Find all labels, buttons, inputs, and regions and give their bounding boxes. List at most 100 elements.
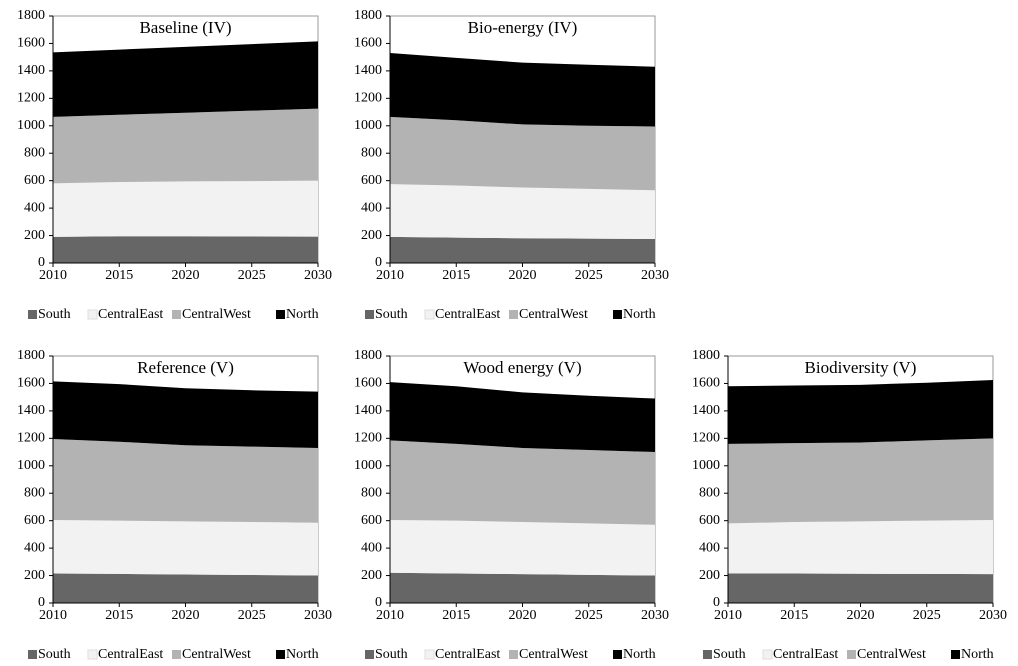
legend-label: North	[286, 647, 319, 662]
legend-swatch	[847, 650, 856, 659]
title-box	[462, 357, 583, 381]
legend-label: North	[623, 647, 656, 662]
y-tick-label: 200	[24, 228, 45, 243]
legend-swatch	[28, 650, 37, 659]
x-tick-label: 2020	[509, 268, 537, 283]
legend-label: CentralWest	[182, 647, 251, 662]
area-north	[390, 382, 655, 453]
y-tick-label: 600	[361, 173, 382, 188]
y-tick-label: 1200	[354, 431, 382, 446]
y-tick-label: 200	[361, 228, 382, 243]
y-tick-label: 1400	[692, 403, 720, 418]
legend-swatch	[365, 310, 374, 319]
y-tick-label: 1400	[354, 63, 382, 78]
y-tick-label: 1800	[354, 8, 382, 23]
y-tick-label: 200	[361, 568, 382, 583]
legend-swatch	[172, 310, 181, 319]
legend-swatch	[424, 309, 435, 320]
y-tick-label: 1400	[354, 403, 382, 418]
y-tick-label: 1200	[354, 91, 382, 106]
legend-label: South	[38, 307, 71, 322]
legend-swatch	[424, 649, 435, 660]
x-tick-label: 2015	[105, 608, 133, 623]
y-tick-label: 400	[361, 200, 382, 215]
y-tick-label: 400	[24, 540, 45, 555]
legend-label: North	[623, 307, 656, 322]
x-tick-label: 2025	[913, 608, 941, 623]
x-tick-label: 2030	[641, 268, 669, 283]
legend-label: CentralWest	[857, 647, 926, 662]
legend-label: CentralEast	[773, 647, 838, 662]
area-south	[728, 573, 993, 603]
chart-title: Baseline (IV)	[139, 18, 231, 37]
x-tick-label: 2030	[641, 608, 669, 623]
legend-swatch	[172, 650, 181, 659]
y-tick-label: 0	[375, 255, 382, 270]
legend-swatch	[365, 650, 374, 659]
y-tick-label: 1800	[17, 348, 45, 363]
y-tick-label: 1000	[692, 458, 720, 473]
x-tick-label: 2025	[575, 608, 603, 623]
legend-label: South	[375, 647, 408, 662]
title-box	[125, 17, 246, 41]
area-centraleast	[53, 180, 318, 237]
y-tick-label: 600	[699, 513, 720, 528]
legend-swatch	[509, 310, 518, 319]
y-tick-label: 1800	[17, 8, 45, 23]
y-tick-label: 1000	[17, 458, 45, 473]
legend-swatch	[28, 310, 37, 319]
y-tick-label: 800	[24, 485, 45, 500]
y-tick-label: 0	[375, 595, 382, 610]
y-tick-label: 800	[361, 145, 382, 160]
area-centraleast	[390, 519, 655, 576]
chart-title: Wood energy (V)	[463, 358, 581, 377]
x-tick-label: 2025	[238, 608, 266, 623]
y-tick-label: 800	[24, 145, 45, 160]
area-south	[390, 572, 655, 603]
y-tick-label: 1800	[354, 348, 382, 363]
area-centraleast	[53, 519, 318, 576]
legend-swatch	[613, 310, 622, 319]
y-tick-label: 1200	[17, 431, 45, 446]
legend-label: CentralWest	[182, 307, 251, 322]
legend-label: CentralEast	[98, 647, 163, 662]
legend-swatch	[613, 650, 622, 659]
y-tick-label: 800	[699, 485, 720, 500]
area-centralwest	[390, 440, 655, 525]
y-tick-label: 600	[361, 513, 382, 528]
y-tick-label: 1400	[17, 403, 45, 418]
title-box	[125, 357, 246, 381]
legend-label: CentralEast	[435, 307, 500, 322]
area-centraleast	[728, 519, 993, 575]
legend-label: CentralWest	[519, 307, 588, 322]
y-tick-label: 1000	[354, 118, 382, 133]
y-tick-label: 1000	[17, 118, 45, 133]
x-tick-label: 2030	[304, 608, 332, 623]
y-tick-label: 1600	[17, 36, 45, 51]
area-north	[53, 41, 318, 117]
x-tick-label: 2010	[39, 268, 67, 283]
legend-label: CentralEast	[98, 307, 163, 322]
y-tick-label: 400	[24, 200, 45, 215]
x-tick-label: 2015	[442, 268, 470, 283]
y-tick-label: 1400	[17, 63, 45, 78]
title-box	[800, 357, 921, 381]
area-centralwest	[53, 108, 318, 184]
y-tick-label: 600	[24, 173, 45, 188]
legend-swatch	[87, 649, 98, 660]
legend-swatch	[762, 649, 773, 660]
legend-swatch	[703, 650, 712, 659]
legend-swatch	[276, 310, 285, 319]
y-tick-label: 400	[699, 540, 720, 555]
x-tick-label: 2010	[376, 268, 404, 283]
y-tick-label: 1200	[692, 431, 720, 446]
y-tick-label: 1200	[17, 91, 45, 106]
x-tick-label: 2015	[780, 608, 808, 623]
x-tick-label: 2010	[376, 608, 404, 623]
y-tick-label: 400	[361, 540, 382, 555]
area-north	[53, 381, 318, 448]
area-centralwest	[728, 438, 993, 524]
area-centralwest	[390, 116, 655, 191]
x-tick-label: 2020	[847, 608, 875, 623]
